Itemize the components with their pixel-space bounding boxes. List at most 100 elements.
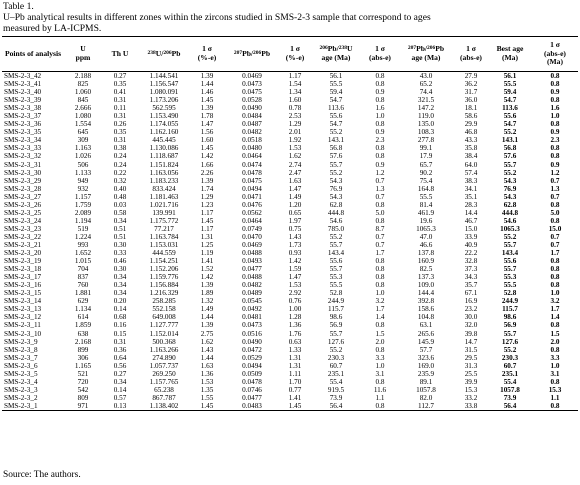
cell-th-u: 0.48 [113,192,127,201]
cell-sigma-pct-1: 1.19 [200,249,214,258]
table-body: SMS-2-3_42 2.188 0.27 1.144.541 1.39 0.0469 1.… [2,72,578,411]
cell-th-u: 0.35 [113,80,127,89]
cell-th-u: 0.14 [113,385,127,394]
cell-pb-u-age: 55.7 [329,329,343,338]
cell-th-u: 0.13 [102,401,138,411]
cell-sigma-pct-2: 2.01 [288,128,302,137]
cell-sigma-pct-2: 1.31 [288,361,302,370]
cell-th-u: 0.16 [113,321,127,330]
cell-point-id: SMS-2-3_41 [4,80,42,89]
cell-th-u: 0.11 [113,104,127,113]
cell-u-ppm: 645 [77,128,89,137]
cell-th-u: 0.46 [113,257,127,266]
cell-sigma-abs-2: 14.4 [464,208,478,217]
cell-sigma-abs-2: 39.8 [464,329,478,338]
cell-th-u: 0.33 [113,249,127,258]
header-pb-pb-ratio: 207Pb/206Pb [224,36,280,72]
cell-th-u: 0.26 [113,120,127,129]
cell-best-age: 1057.8 [500,385,520,394]
cell-best-age: 55.2 [503,168,517,177]
table-row: SMS-2-3_26 1.759 0.03 1.021.716 1.23 0.0476 1.… [2,201,578,209]
table-caption-number: Table 1. [3,1,34,12]
cell-sigma-abs-2: 35.1 [464,192,478,201]
cell-sigma-abs-1: 1.0 [375,112,385,121]
cell-sigma-pct-2: 1.47 [288,184,302,193]
cell-sigma-abs-3: 1.6 [550,104,560,113]
cell-pb-u-age: 785.0 [327,224,345,233]
cell-pb-pb-ratio: 0.0545 [242,297,262,306]
cell-sigma-abs-1: 0.8 [375,152,385,161]
cell-pb-u-age: 919.5 [327,385,345,394]
cell-sigma-abs-3: 1.0 [550,289,560,298]
cell-sigma-pct-2: 0.65 [288,208,302,217]
cell-pb-pb-ratio: 0.0469 [242,240,262,249]
cell-u-pb-ratio: 1.127.777 [149,321,179,330]
cell-pb-pb-ratio: 0.0509 [242,369,262,378]
cell-pb-pb-age: 135.0 [417,120,435,129]
cell-pb-pb-ratio: 0.0475 [242,176,262,185]
cell-pb-u-age: 54.3 [329,176,343,185]
cell-sigma-abs-3: 0.9 [550,128,560,137]
cell-pb-pb-ratio: 0.0518 [242,136,262,145]
cell-pb-u-age: 55.5 [329,281,343,290]
cell-sigma-abs-1: 11.6 [373,385,387,394]
table-row: SMS-2-3_41 825 0.35 1.156.547 1.44 0.0473 1.54… [2,80,578,88]
cell-sigma-pct-2: 1.36 [288,321,302,330]
cell-pb-pb-ratio: 0.0746 [242,385,262,394]
cell-point-id: SMS-2-3_25 [4,208,42,217]
cell-sigma-pct-1: 1.23 [200,200,214,209]
cell-pb-pb-ratio: 0.0490 [242,104,262,113]
cell-th-u: 0.30 [113,265,127,274]
cell-pb-pb-age: 17.9 [419,152,433,161]
cell-pb-u-age: 52.8 [329,289,343,298]
cell-pb-pb-age: 164.8 [417,184,435,193]
table-row: SMS-2-3_15 1.881 0.34 1.216.329 1.89 0.0489 2.… [2,289,578,297]
cell-sigma-abs-2: 31.3 [464,361,478,370]
header-sigma-2: 1 σ (%-e) [280,36,310,72]
cell-sigma-abs-1: 1.0 [375,361,385,370]
cell-sigma-pct-1: 1.74 [200,184,214,193]
cell-sigma-pct-1: 1.44 [200,80,214,89]
cell-sigma-pct-1: 1.39 [200,72,214,80]
cell-pb-pb-ratio: 0.0481 [242,313,262,322]
cell-pb-pb-age: 321.5 [417,96,435,105]
cell-u-pb-ratio: 444.559 [152,249,176,258]
table-row: SMS-2-3_28 932 0.40 833.424 1.74 0.0494 1.47 76… [2,185,578,193]
cell-pb-u-age: 62.8 [329,200,343,209]
cell-u-pb-ratio: 1.174.055 [149,120,179,129]
table-row: SMS-2-3_33 1.163 0.38 1.130.086 1.45 0.0480 1.… [2,144,578,152]
cell-point-id: SMS-2-3_37 [4,112,42,121]
cell-sigma-abs-2: 31.5 [464,345,478,354]
cell-sigma-pct-2: 1.60 [288,96,302,105]
cell-sigma-abs-1: 0.7 [375,176,385,185]
cell-pb-pb-age: 81.4 [419,200,433,209]
table-row: SMS-2-3_14 629 0.20 258.285 1.32 0.0545 0.76 24… [2,297,578,305]
cell-th-u: 0.56 [113,361,127,370]
cell-sigma-abs-3: 0.8 [550,144,560,153]
cell-th-u: 0.31 [113,337,127,346]
cell-pb-pb-age: 137.8 [417,249,435,258]
cell-pb-pb-ratio: 0.0528 [242,96,262,105]
cell-pb-pb-ratio: 0.0471 [242,192,262,201]
cell-sigma-pct-1: 1.39 [200,104,214,113]
cell-u-ppm: 1.163 [74,144,92,153]
cell-pb-u-age: 244.9 [327,297,345,306]
cell-pb-u-age: 235.1 [327,369,345,378]
table-row: SMS-2-3_8 899 0.36 1.163.266 1.43 0.0472 1.33 5… [2,346,578,354]
cell-th-u: 0.15 [113,329,127,338]
cell-best-age: 55.2 [503,128,517,137]
cell-sigma-pct-2: 2.74 [288,160,302,169]
cell-sigma-abs-3: 0.8 [550,200,560,209]
cell-best-age: 54.7 [503,120,517,129]
cell-pb-pb-age: 19.6 [419,216,433,225]
cell-u-pb-ratio: 1.181.463 [149,192,179,201]
cell-point-id: SMS-2-3_14 [4,297,42,306]
cell-point-id: SMS-2-3_28 [4,184,42,193]
cell-best-age: 55.7 [503,240,517,249]
cell-pb-u-age: 143.4 [327,249,345,258]
cell-u-pb-ratio: 1.159.776 [149,273,179,282]
cell-pb-pb-ratio: 0.0749 [242,224,262,233]
cell-pb-pb-ratio: 0.0477 [242,393,262,402]
cell-best-age: 55.7 [503,160,517,169]
